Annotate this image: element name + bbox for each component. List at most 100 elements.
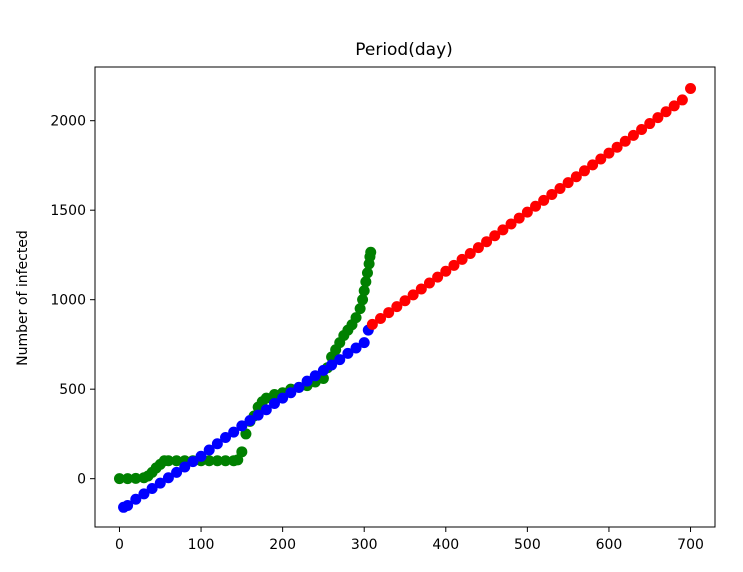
x-tick-label: 700 [677, 537, 704, 553]
data-point [587, 159, 599, 171]
chart-title: Period(day) [355, 40, 453, 60]
y-tick-label: 1500 [50, 203, 86, 219]
data-point [211, 455, 223, 467]
data-point [171, 455, 183, 467]
data-point [383, 307, 395, 319]
data-point [277, 392, 289, 404]
data-point [361, 267, 373, 279]
data-point [342, 347, 354, 359]
data-point [505, 218, 517, 230]
data-point [236, 446, 248, 458]
data-point [260, 404, 272, 416]
data-point [350, 312, 362, 324]
y-tick-label: 0 [77, 472, 86, 488]
plot-marks [113, 82, 697, 513]
data-point [366, 318, 378, 330]
data-point [162, 455, 174, 467]
data-point [244, 415, 256, 426]
data-point [407, 289, 419, 301]
data-point [415, 283, 427, 295]
x-tick-label: 600 [596, 537, 623, 553]
data-point [220, 432, 232, 444]
y-tick-label: 2000 [50, 114, 86, 130]
data-point [513, 212, 525, 224]
data-point [138, 488, 150, 500]
data-point [554, 183, 566, 195]
data-point [391, 301, 403, 313]
x-tick-label: 100 [188, 537, 215, 553]
x-tick-label: 400 [432, 537, 459, 553]
data-point [570, 171, 582, 183]
data-point [146, 483, 158, 495]
data-point [162, 472, 174, 484]
data-point [497, 224, 509, 236]
data-point [562, 177, 574, 189]
data-point [668, 100, 680, 112]
series-2 [366, 82, 697, 330]
data-point [644, 118, 656, 130]
data-point [203, 455, 215, 467]
data-point [578, 165, 590, 177]
data-point [317, 364, 329, 376]
data-point [187, 456, 199, 468]
x-tick-label: 300 [351, 537, 378, 553]
data-point [179, 461, 191, 473]
x-tick-label: 200 [269, 537, 296, 553]
data-point [521, 206, 533, 218]
data-point [354, 303, 366, 315]
data-point [113, 473, 125, 485]
data-point [203, 444, 215, 456]
data-point [652, 112, 664, 124]
data-point [252, 409, 264, 421]
data-point [122, 500, 134, 512]
data-point [423, 277, 435, 289]
data-point [432, 271, 444, 283]
data-point [546, 188, 558, 200]
data-point [636, 123, 648, 135]
data-point [448, 259, 460, 271]
data-point [611, 141, 623, 153]
data-point [228, 426, 240, 438]
data-point [195, 450, 207, 462]
data-point [326, 359, 338, 371]
data-point [220, 455, 232, 467]
data-point [122, 473, 134, 485]
data-point [365, 246, 377, 258]
data-point [211, 438, 223, 450]
y-axis-label: Number of infected [15, 230, 31, 366]
data-point [334, 354, 346, 366]
data-point [358, 337, 370, 349]
data-point [268, 398, 280, 409]
data-point [236, 420, 248, 432]
data-point [627, 129, 639, 141]
series-1 [118, 324, 374, 513]
data-point [595, 153, 607, 165]
data-point [154, 477, 166, 489]
x-tick-label: 0 [115, 537, 124, 553]
data-point [440, 265, 452, 277]
data-point [530, 200, 542, 212]
data-point [130, 493, 142, 505]
axes: 0 100 200 300 400 500 600 700 0 500 1000 1500 2000 [50, 66, 716, 553]
data-point [676, 94, 688, 106]
data-point [464, 248, 476, 260]
data-point [685, 82, 697, 94]
data-point [171, 466, 183, 478]
data-point [358, 285, 370, 297]
data-point [456, 253, 468, 265]
data-point [538, 194, 550, 206]
x-tick-label: 500 [514, 537, 541, 553]
data-point [619, 135, 631, 147]
data-point [130, 472, 142, 484]
plot-frame [94, 66, 716, 528]
data-point [350, 342, 362, 354]
y-tick-label: 1000 [50, 293, 86, 309]
data-point [360, 276, 372, 288]
data-point [301, 375, 313, 387]
data-point [285, 387, 297, 399]
data-point [357, 294, 369, 306]
data-point [660, 106, 672, 118]
y-tick-label: 500 [59, 382, 86, 398]
data-point [603, 147, 615, 159]
